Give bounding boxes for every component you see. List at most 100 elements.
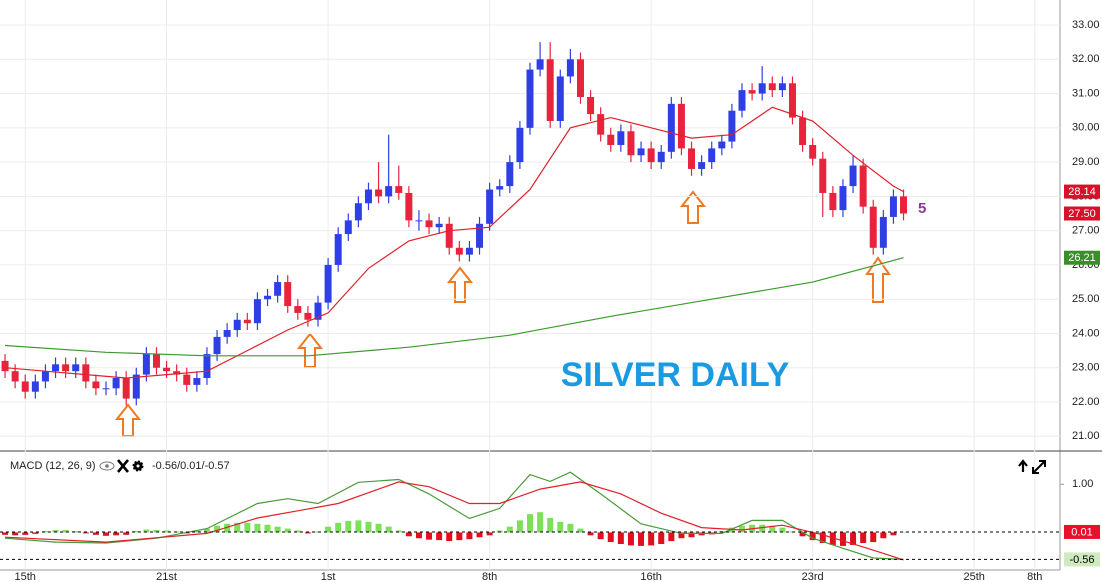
histogram-bar <box>133 530 140 533</box>
candle-body <box>597 114 605 135</box>
candle-body <box>667 103 675 152</box>
histogram-bar <box>577 528 584 533</box>
candle-body <box>526 69 534 128</box>
histogram-bar <box>62 530 69 533</box>
histogram-bar <box>304 532 311 534</box>
price-marker <box>1064 250 1100 265</box>
candle-body <box>778 83 786 91</box>
candle-body <box>52 364 60 372</box>
histogram-bar <box>809 532 816 541</box>
candle-body <box>122 378 130 399</box>
price-marker <box>1064 552 1100 567</box>
histogram-bar <box>456 532 463 541</box>
histogram-bar <box>759 524 766 533</box>
histogram-bar <box>728 527 735 533</box>
y-tick-label: 24.00 <box>1072 327 1100 339</box>
x-tick-label: 8th <box>1027 571 1042 582</box>
candle-body <box>112 378 120 389</box>
histogram-bar <box>436 532 443 541</box>
y-tick-label: 25.00 <box>1072 293 1100 305</box>
expand-icon <box>1032 460 1046 474</box>
arrow <box>296 332 324 368</box>
candle-body <box>415 220 423 222</box>
histogram-bar <box>284 528 291 533</box>
candle-body <box>284 282 292 307</box>
histogram-bar <box>547 517 554 533</box>
candle-body <box>576 59 584 97</box>
candle-body <box>455 247 463 255</box>
candle-body <box>203 354 211 379</box>
candle-body <box>486 189 494 224</box>
arrow <box>446 266 474 303</box>
candle-body <box>82 364 90 382</box>
candle-body <box>647 148 655 163</box>
indicator-icons <box>99 459 1046 474</box>
histogram-bar <box>769 525 776 533</box>
histogram-bar <box>325 526 332 533</box>
histogram-bar <box>739 525 745 533</box>
histogram-bar <box>335 522 342 533</box>
histogram-bar <box>537 512 544 533</box>
candle-body <box>546 59 554 121</box>
histogram-bar <box>829 532 836 545</box>
histogram-bar <box>860 532 867 544</box>
candle-body <box>183 374 191 385</box>
y-tick-label: 30.00 <box>1072 122 1100 134</box>
macd-line <box>4 481 904 561</box>
histogram-bar <box>567 523 574 533</box>
candle-body <box>819 158 827 193</box>
histogram-bar <box>365 521 372 533</box>
histogram-bar <box>92 532 99 535</box>
macd-title: MACD (12, 26, 9) <box>10 460 96 472</box>
histogram-bar <box>799 532 806 537</box>
histogram-bar <box>264 524 271 533</box>
histogram-bar <box>587 532 594 536</box>
histogram-bar <box>82 532 89 534</box>
candle-body <box>556 76 564 121</box>
candle-body <box>445 223 453 248</box>
candle-body <box>627 131 635 156</box>
histogram-bar <box>345 520 352 533</box>
price-marker <box>1064 206 1100 221</box>
histogram-bar <box>72 530 79 533</box>
histogram-bar <box>355 520 362 533</box>
histogram-bar <box>375 523 382 533</box>
histogram-bar <box>193 530 200 533</box>
candle-body <box>132 374 140 399</box>
candle-body <box>213 336 221 355</box>
candle-body <box>324 264 332 303</box>
candle-body <box>72 364 80 372</box>
histogram-bar <box>143 529 150 533</box>
candle-body <box>758 83 766 94</box>
eye-icon <box>99 461 115 471</box>
candle-body <box>738 90 746 111</box>
candle-body <box>11 371 19 382</box>
candle-body <box>344 220 352 235</box>
candle-body <box>364 189 372 204</box>
candle-body <box>476 223 484 248</box>
candle-body <box>536 59 544 70</box>
histogram-bar <box>103 532 109 536</box>
x-tick-label: 16th <box>640 571 661 582</box>
histogram-bar <box>527 514 533 533</box>
x-tick-label: 1st <box>321 571 336 582</box>
gear-hole <box>136 464 140 468</box>
candle-body <box>889 196 897 217</box>
y-tick-label: 31.00 <box>1072 87 1100 99</box>
close-icon <box>117 459 129 473</box>
candle-body <box>395 186 403 193</box>
candle-body <box>253 299 261 324</box>
candle-body <box>62 364 70 372</box>
histogram-bar <box>2 532 9 535</box>
candle-body <box>637 148 645 156</box>
candle-body <box>465 247 473 255</box>
price-marker-label: 26.21 <box>1068 252 1096 264</box>
price-marker-label: 0.01 <box>1071 526 1092 538</box>
candle-body <box>1 360 9 372</box>
candle-body <box>21 381 29 392</box>
histogram-bar <box>668 532 675 542</box>
histogram-bar <box>426 532 433 540</box>
x-tick-label: 8th <box>482 571 497 582</box>
candle-body <box>496 186 504 190</box>
candle-body <box>385 186 393 197</box>
